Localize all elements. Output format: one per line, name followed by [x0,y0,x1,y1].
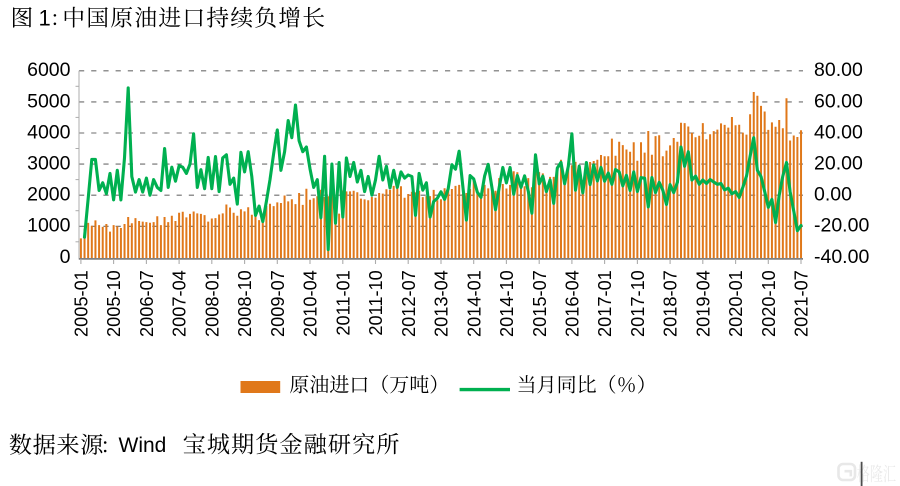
svg-text:2020-10: 2020-10 [759,270,779,337]
svg-text:2014-10: 2014-10 [497,270,517,337]
svg-text:0: 0 [60,246,71,268]
svg-text:2012-07: 2012-07 [399,270,419,337]
svg-text:-20.00: -20.00 [814,215,869,237]
svg-text:2010-04: 2010-04 [301,270,321,337]
svg-text:3000: 3000 [27,153,71,175]
svg-text:2019-04: 2019-04 [693,270,713,337]
svg-text:2008-01: 2008-01 [202,270,222,337]
svg-text:2008-10: 2008-10 [235,270,255,337]
svg-text:2013-04: 2013-04 [432,270,452,337]
svg-text:6000: 6000 [27,59,71,81]
svg-text:5000: 5000 [27,90,71,112]
svg-text:60.00: 60.00 [814,90,863,112]
svg-text:4000: 4000 [27,121,71,143]
svg-text:1000: 1000 [27,215,71,237]
svg-text:2018-07: 2018-07 [661,270,681,337]
svg-text:2006-07: 2006-07 [137,270,157,337]
svg-text:2011-10: 2011-10 [366,270,386,335]
svg-text:Wind: Wind [119,434,167,457]
svg-text:2017-01: 2017-01 [595,270,615,337]
svg-text:2017-10: 2017-10 [628,270,648,337]
svg-text:80.00: 80.00 [814,59,863,81]
svg-text:2009-07: 2009-07 [268,270,288,337]
svg-text:2007-04: 2007-04 [170,270,190,337]
svg-text:-40.00: -40.00 [814,246,869,268]
svg-text:2005-01: 2005-01 [72,270,92,337]
svg-text:2000: 2000 [27,184,71,206]
svg-text:2021-07: 2021-07 [792,270,812,337]
svg-text:2011-01: 2011-01 [333,270,353,335]
svg-text:2020-01: 2020-01 [726,270,746,337]
svg-text:40.00: 40.00 [814,121,863,143]
svg-text:1: 1 [39,5,51,30]
svg-text:2005-10: 2005-10 [104,270,124,337]
svg-text:2015-07: 2015-07 [530,270,550,337]
svg-text:20.00: 20.00 [814,153,863,175]
svg-text:0.00: 0.00 [814,184,852,206]
svg-text:2016-04: 2016-04 [563,270,583,337]
svg-text:2014-01: 2014-01 [464,270,484,337]
